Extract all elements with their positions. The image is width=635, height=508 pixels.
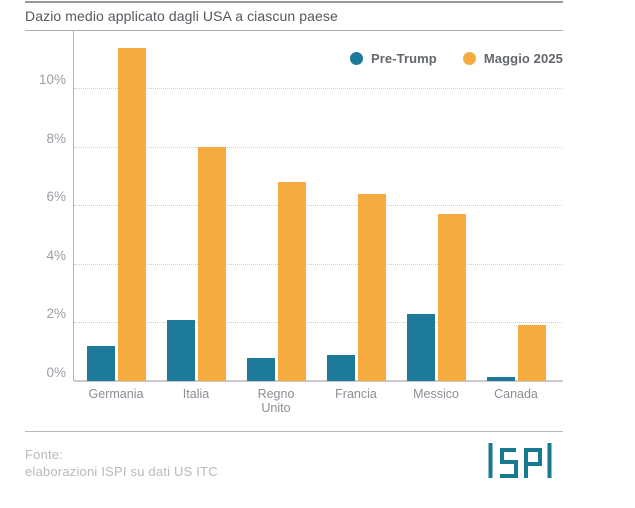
gridline-10% [74,88,562,89]
y-tick-label-0%: 0% [46,365,66,380]
bar-regno-unito-pre-trump [246,358,275,381]
y-tick-label-8%: 8% [46,131,66,146]
legend-dot-pre-trump-icon [349,52,363,65]
title-divider [25,30,563,31]
x-axis-label-francia: Francia [335,387,377,401]
x-axis-label-canada: Canada [494,387,538,401]
bar-messico-maggio-2025 [437,214,466,381]
chart-title: Dazio medio applicato dagli USA a ciascu… [25,8,338,24]
legend: Pre-Trump Maggio 2025 [349,51,563,66]
gridline-2% [74,322,562,323]
legend-item-pre-trump: Pre-Trump [349,51,437,66]
bar-francia-pre-trump [326,355,355,381]
x-axis-label-germania: Germania [88,387,144,401]
gridline-8% [74,146,562,148]
source-label: Fonte: [25,447,64,462]
legend-label-maggio-2025: Maggio 2025 [483,51,563,66]
x-axis-label-italia: Italia [182,387,210,401]
top-divider [25,1,563,3]
footer-divider [25,431,563,432]
y-tick-label-2%: 2% [46,306,66,321]
gridline-6% [74,205,562,206]
y-axis-line [73,31,74,381]
legend-item-maggio-2025: Maggio 2025 [462,51,563,66]
legend-dot-maggio-2025-icon [462,52,476,65]
gridline-4% [74,263,562,265]
ispi-logo [488,443,552,478]
source-text: elaborazioni ISPI su dati US ITC [25,464,218,479]
legend-label-pre-trump: Pre-Trump [370,51,437,66]
bar-germania-pre-trump [86,346,115,381]
bar-regno-unito-maggio-2025 [277,182,306,381]
y-tick-label-6%: 6% [46,189,66,204]
bar-italia-maggio-2025 [197,147,226,381]
bar-canada-pre-trump [486,377,515,381]
bar-italia-pre-trump [166,320,195,381]
bar-canada-maggio-2025 [517,325,546,381]
bar-germania-maggio-2025 [117,48,146,381]
bar-francia-maggio-2025 [357,194,386,381]
y-tick-label-4%: 4% [46,248,66,263]
x-axis-label-messico: Messico [413,387,459,401]
x-axis-label-regno-unito: Regno Unito [257,387,295,415]
source-note: Fonte: elaborazioni ISPI su dati US ITC [25,446,218,480]
y-tick-label-10%: 10% [38,72,66,87]
x-axis-baseline [74,380,563,382]
bar-messico-pre-trump [406,314,435,381]
